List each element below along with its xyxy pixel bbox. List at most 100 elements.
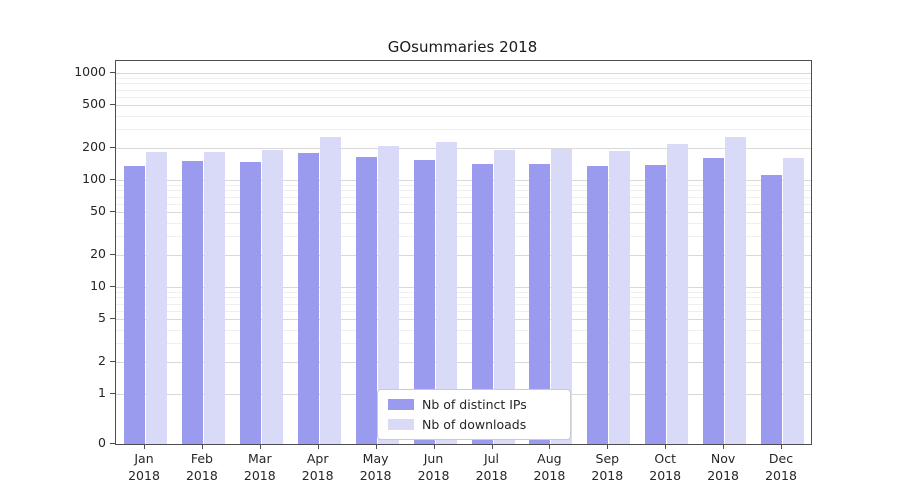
gridline [116,361,811,363]
bar-downloads-sep [609,150,631,444]
x-axis-tick-mark [259,445,261,449]
gridline [116,83,811,85]
bar-downloads-may [377,145,399,444]
chart-title: GOsummaries 2018 [387,38,538,56]
x-axis-tick-label: May 2018 [359,451,392,483]
y-axis-tick-label: 20 [90,245,106,261]
bar-downloads-dec [783,157,804,444]
bar-downloads-mar [261,150,283,444]
gridline [116,319,811,321]
bar-downloads-feb [203,151,225,444]
gridline [116,303,811,305]
x-axis-tick-label: Sep 2018 [591,451,624,483]
gridline [116,212,811,214]
y-axis-tick-label: 50 [90,203,106,219]
gridline [116,310,811,312]
y-axis-tick-mark [110,393,115,394]
gridline [116,329,811,331]
gridline [116,77,811,79]
x-axis-tick-mark [201,445,203,449]
bar-distinct-ips-jan [124,166,145,444]
x-axis-tick-mark [781,445,782,449]
gridline [116,89,811,91]
x-axis-tick-mark [607,445,609,449]
gridline [116,254,811,256]
gridline [116,342,811,344]
y-axis-tick-label: 2 [98,352,106,368]
gridline [116,184,811,186]
y-axis-tick-label: 500 [82,96,106,112]
y-axis-tick-label: 1000 [74,64,106,79]
legend-swatch-distinct-ips [388,399,414,410]
x-axis-tick-mark [665,445,667,449]
legend-item-distinct-ips: Nb of distinct IPs [388,397,560,412]
x-axis-tick-label: Oct 2018 [649,451,682,483]
bar-distinct-ips-dec [761,174,782,444]
gridline [116,222,811,224]
legend-item-downloads: Nb of downloads [388,417,560,432]
y-axis-tick-mark [110,443,115,444]
x-axis-tick-label: Dec 2018 [765,451,797,483]
y-axis-tick-mark [110,104,115,106]
y-axis-tick-mark [110,318,115,320]
bar-downloads-jun [435,142,457,444]
x-axis-tick-label: Jun 2018 [417,451,450,483]
bar-downloads-nov [725,137,747,444]
bar-distinct-ips-aug [529,164,551,444]
gridline [116,196,811,198]
gridline [116,235,811,237]
bar-distinct-ips-jul [471,164,493,444]
x-axis-tick-label: Nov 2018 [707,451,739,483]
x-axis-tick-label: Jan 2018 [128,451,160,483]
bar-downloads-jul [493,150,515,444]
x-axis-tick-label: Feb 2018 [185,451,218,483]
bar-distinct-ips-sep [587,165,609,444]
y-axis-tick-mark [110,211,115,213]
y-axis-tick-label: 200 [82,138,106,154]
gridline [116,96,811,98]
y-axis-tick-label: 5 [98,310,106,326]
bar-downloads-oct [667,144,689,444]
y-axis-tick-mark [110,253,115,255]
x-axis-tick-mark [723,445,725,449]
gridline [116,203,811,205]
y-axis-tick-mark [110,146,115,148]
gridline [116,190,811,192]
bar-downloads-jan [146,152,167,444]
legend-swatch-downloads [388,419,414,430]
x-axis-tick-label: Mar 2018 [243,451,276,483]
bar-distinct-ips-may [355,157,377,444]
gridline [116,147,811,149]
y-axis-tick-mark [110,72,115,73]
x-axis-tick-mark [433,445,435,449]
x-axis-tick-label: Aug 2018 [533,451,566,483]
gridline [116,105,811,107]
x-axis-tick-mark [144,445,145,449]
bar-distinct-ips-mar [239,162,261,444]
gridline [116,287,811,288]
y-axis-tick-mark [110,286,115,287]
plot-area [115,60,812,445]
y-axis-tick-mark [110,360,115,362]
bar-distinct-ips-oct [645,165,667,444]
legend-label-distinct-ips: Nb of distinct IPs [422,397,527,412]
gridline [116,297,811,299]
bar-distinct-ips-jun [413,159,435,444]
y-axis-tick-mark [110,179,115,180]
bar-downloads-aug [551,148,573,444]
x-axis-tick-mark [491,445,493,449]
x-axis-tick-label: Apr 2018 [301,451,334,483]
gridline [116,180,811,181]
gridline [116,291,811,293]
legend: Nb of distinct IPs Nb of downloads [377,389,571,440]
gridline [116,128,811,130]
y-axis-tick-label: 100 [82,171,106,186]
x-axis-tick-mark [549,445,551,449]
bar-distinct-ips-nov [703,157,725,444]
x-axis-tick-mark [317,445,319,449]
bar-distinct-ips-feb [181,161,203,444]
x-axis-tick-mark [375,445,377,449]
legend-label-downloads: Nb of downloads [422,417,527,432]
y-axis-tick-label: 10 [90,278,106,293]
